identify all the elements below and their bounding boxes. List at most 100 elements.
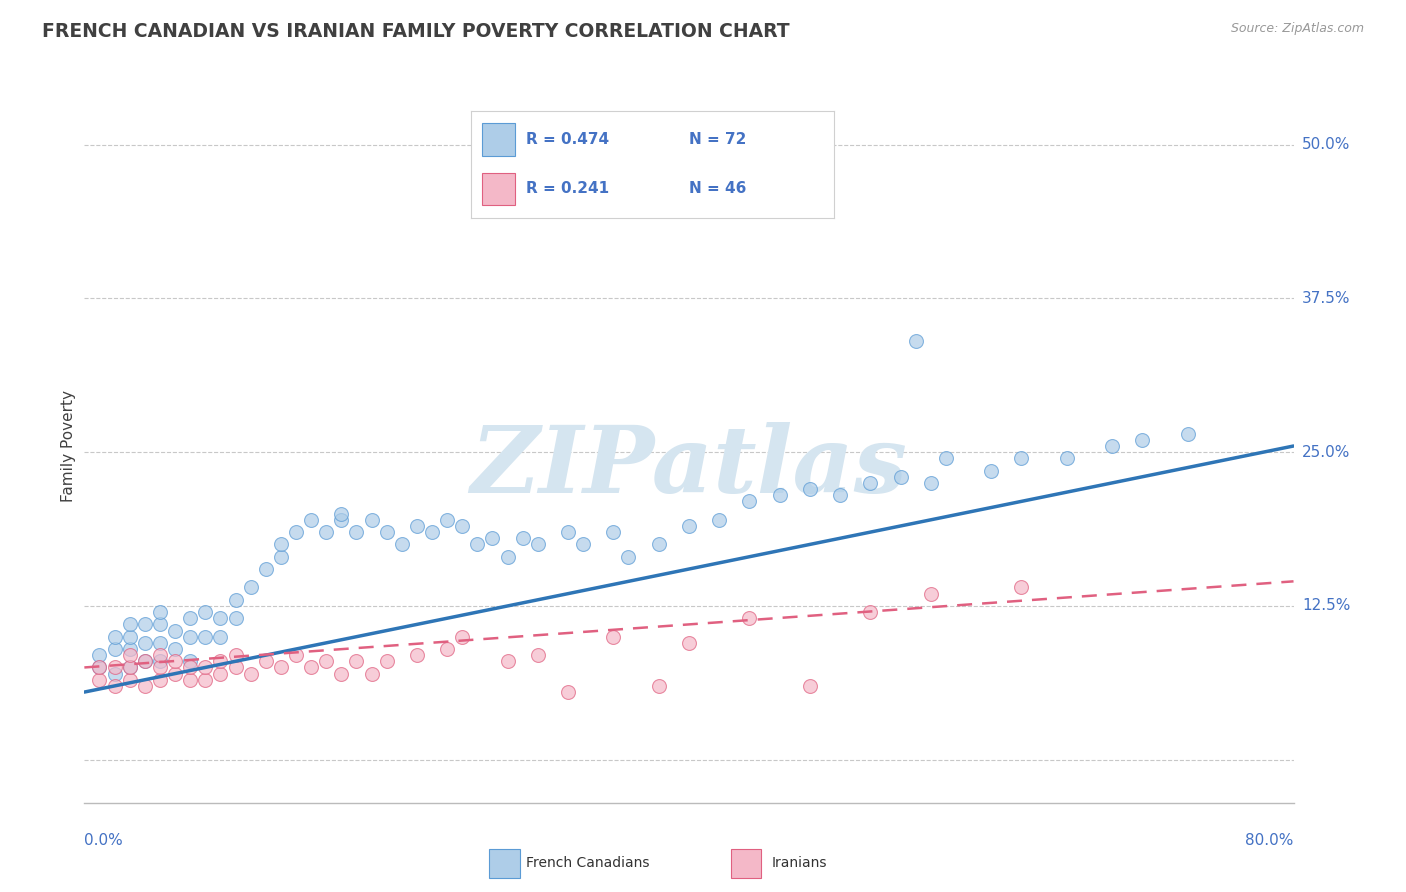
- Point: [149, 605, 172, 619]
- Point: [391, 537, 413, 551]
- Point: [557, 525, 579, 540]
- Point: [89, 660, 111, 674]
- Point: [299, 513, 322, 527]
- Point: [904, 334, 927, 349]
- Text: 50.0%: 50.0%: [1302, 137, 1350, 152]
- Text: FRENCH CANADIAN VS IRANIAN FAMILY POVERTY CORRELATION CHART: FRENCH CANADIAN VS IRANIAN FAMILY POVERT…: [42, 22, 790, 41]
- Point: [330, 666, 353, 681]
- Point: [799, 482, 821, 496]
- Point: [209, 654, 232, 668]
- Point: [104, 666, 127, 681]
- Point: [194, 673, 217, 687]
- Point: [118, 617, 141, 632]
- Point: [89, 648, 111, 662]
- Point: [89, 660, 111, 674]
- Point: [920, 587, 942, 601]
- Point: [602, 525, 624, 540]
- Point: [225, 648, 247, 662]
- Point: [617, 549, 640, 564]
- Point: [209, 666, 232, 681]
- Point: [225, 592, 247, 607]
- Point: [360, 666, 382, 681]
- Point: [980, 464, 1002, 478]
- Y-axis label: Family Poverty: Family Poverty: [60, 390, 76, 502]
- Point: [254, 562, 277, 576]
- Point: [194, 630, 217, 644]
- Point: [239, 581, 262, 595]
- Point: [769, 488, 792, 502]
- Point: [859, 475, 882, 490]
- Point: [104, 642, 127, 657]
- Point: [179, 673, 201, 687]
- Point: [209, 611, 232, 625]
- Point: [315, 654, 337, 668]
- Point: [299, 660, 322, 674]
- Point: [134, 654, 156, 668]
- Point: [104, 630, 127, 644]
- Point: [436, 642, 458, 657]
- Text: French Canadians: French Canadians: [526, 856, 650, 871]
- Point: [678, 636, 700, 650]
- Point: [346, 525, 368, 540]
- Point: [315, 525, 337, 540]
- Text: ZIPatlas: ZIPatlas: [471, 423, 907, 512]
- Point: [149, 648, 172, 662]
- Point: [284, 525, 308, 540]
- Point: [270, 549, 292, 564]
- Point: [738, 494, 761, 508]
- Point: [179, 660, 201, 674]
- Point: [360, 513, 382, 527]
- Point: [496, 654, 519, 668]
- Point: [572, 537, 595, 551]
- Point: [284, 648, 308, 662]
- Point: [346, 654, 368, 668]
- Point: [678, 519, 700, 533]
- Point: [163, 642, 186, 657]
- Point: [1010, 581, 1032, 595]
- Point: [481, 531, 503, 545]
- Point: [149, 654, 172, 668]
- Point: [709, 513, 731, 527]
- Point: [557, 137, 579, 152]
- Point: [179, 630, 201, 644]
- Point: [254, 654, 277, 668]
- Point: [1056, 451, 1078, 466]
- Point: [149, 636, 172, 650]
- Point: [557, 685, 579, 699]
- Point: [149, 617, 172, 632]
- Point: [149, 660, 172, 674]
- Point: [859, 605, 882, 619]
- Point: [104, 660, 127, 674]
- Point: [330, 507, 353, 521]
- Point: [134, 636, 156, 650]
- Point: [799, 679, 821, 693]
- Point: [163, 666, 186, 681]
- Point: [512, 531, 534, 545]
- Point: [375, 525, 398, 540]
- Point: [738, 611, 761, 625]
- Point: [118, 630, 141, 644]
- Point: [225, 660, 247, 674]
- Point: [375, 654, 398, 668]
- Point: [118, 673, 141, 687]
- Point: [194, 605, 217, 619]
- Point: [436, 513, 458, 527]
- Point: [420, 525, 443, 540]
- Point: [239, 666, 262, 681]
- Text: 0.0%: 0.0%: [84, 833, 124, 848]
- Point: [647, 537, 671, 551]
- Point: [526, 537, 548, 551]
- Point: [467, 537, 489, 551]
- Point: [526, 648, 548, 662]
- Point: [118, 648, 141, 662]
- Text: 25.0%: 25.0%: [1302, 444, 1350, 459]
- Point: [647, 679, 671, 693]
- Point: [194, 660, 217, 674]
- Point: [209, 630, 232, 644]
- Text: Iranians: Iranians: [770, 856, 827, 871]
- Text: 37.5%: 37.5%: [1302, 291, 1350, 306]
- Point: [1130, 433, 1153, 447]
- Point: [134, 654, 156, 668]
- Point: [890, 469, 912, 483]
- Point: [406, 519, 429, 533]
